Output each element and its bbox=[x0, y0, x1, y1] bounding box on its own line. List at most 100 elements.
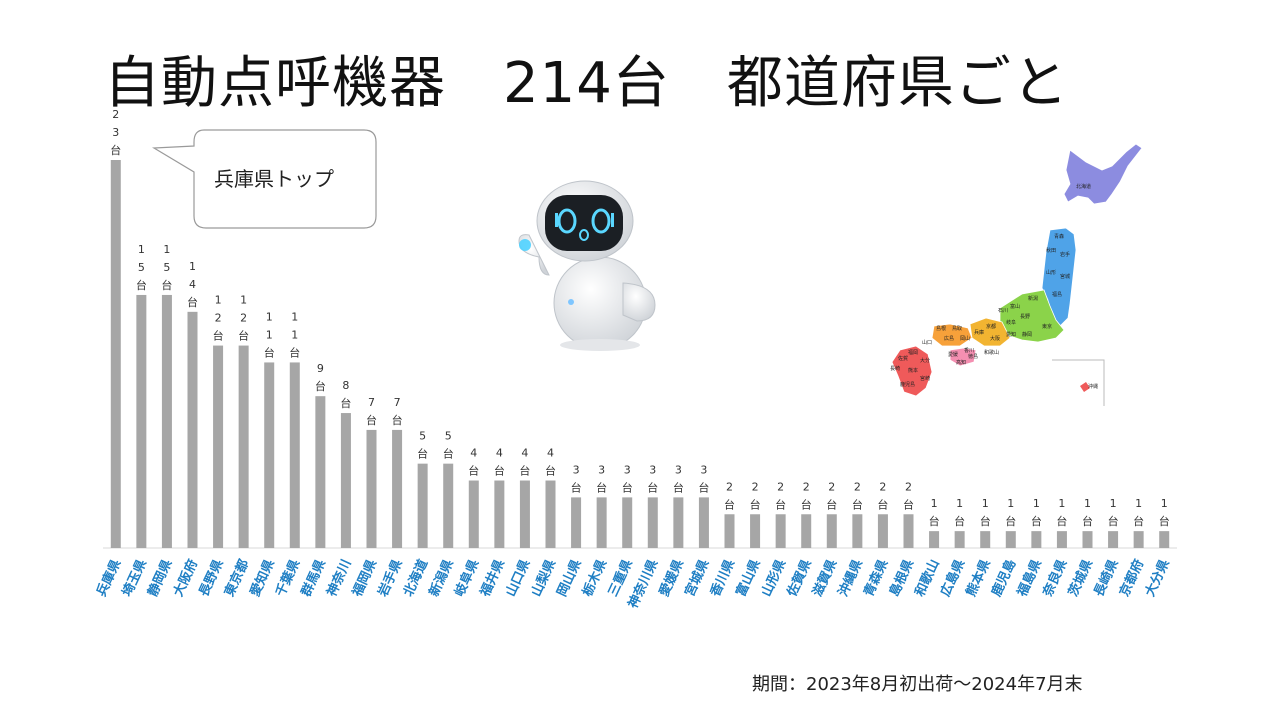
bar bbox=[1005, 531, 1016, 548]
bar bbox=[954, 531, 965, 548]
speech-bubble bbox=[152, 129, 377, 229]
bar bbox=[392, 429, 403, 548]
map-label-gifu: 岐阜 bbox=[1006, 319, 1016, 326]
map-label-shizuoka: 静岡 bbox=[1022, 331, 1032, 338]
bar bbox=[161, 294, 172, 548]
map-label-tokyo: 東京 bbox=[1042, 323, 1052, 330]
bar bbox=[340, 413, 351, 548]
bar bbox=[1133, 531, 1144, 548]
bar bbox=[622, 497, 633, 548]
bar bbox=[1108, 531, 1119, 548]
map-label-niigata: 新潟 bbox=[1028, 295, 1038, 302]
bar bbox=[136, 294, 147, 548]
bar bbox=[775, 514, 786, 548]
bar bbox=[852, 514, 863, 548]
bar bbox=[647, 497, 658, 548]
bar bbox=[443, 463, 454, 548]
bar bbox=[1031, 531, 1042, 548]
map-label-hyogo: 兵庫 bbox=[974, 329, 984, 336]
map-label-ehime: 愛媛 bbox=[948, 351, 958, 358]
callout-text: 兵庫県トップ bbox=[214, 167, 334, 191]
map-label-tokushima: 徳島 bbox=[968, 353, 978, 360]
map-label-aichi: 愛知 bbox=[1006, 331, 1016, 338]
map-label-wakayama: 和歌山 bbox=[984, 349, 999, 356]
map-label-kagoshima: 鹿児島 bbox=[900, 381, 915, 388]
bar bbox=[877, 514, 888, 548]
map-label-okinawa: 沖縄 bbox=[1088, 383, 1098, 390]
bar bbox=[545, 480, 556, 548]
bar bbox=[673, 497, 684, 548]
page-title: 自動点呼機器 214台 都道府県ごと bbox=[104, 51, 1069, 116]
map-label-fukuoka: 福岡 bbox=[908, 349, 918, 356]
bar bbox=[366, 429, 377, 548]
map-label-nagano: 長野 bbox=[1020, 313, 1030, 320]
bar bbox=[1159, 531, 1170, 548]
bar bbox=[1056, 531, 1067, 548]
bar bbox=[238, 345, 249, 548]
bar bbox=[494, 480, 505, 548]
map-label-hiroshima: 広島 bbox=[944, 335, 954, 342]
bar bbox=[929, 531, 940, 548]
category-label: 大分県 bbox=[1142, 557, 1173, 599]
japan-map: 北海道 青森 岩手 秋田 宮城 山形 福島 新潟 長野 石川 富山 東京 愛知 … bbox=[890, 143, 1143, 406]
bar bbox=[110, 160, 121, 548]
map-label-osaka: 大阪 bbox=[990, 335, 1000, 342]
bar bbox=[903, 514, 914, 548]
map-label-tottori: 鳥取 bbox=[952, 325, 962, 332]
map-label-hokkaido: 北海道 bbox=[1076, 183, 1091, 190]
map-label-iwate: 岩手 bbox=[1060, 251, 1070, 258]
bar bbox=[519, 480, 530, 548]
bar bbox=[826, 514, 837, 548]
map-label-aomori: 青森 bbox=[1054, 233, 1064, 240]
map-label-akita: 秋田 bbox=[1046, 247, 1056, 254]
map-label-kagawa: 香川 bbox=[964, 347, 974, 354]
map-label-ishikawa: 石川 bbox=[998, 308, 1008, 314]
period-note: 期間：2023年8月初出荷～2024年7月末 bbox=[752, 674, 1083, 695]
map-label-oita: 大分 bbox=[920, 357, 930, 364]
map-label-miyazaki: 宮崎 bbox=[920, 375, 930, 382]
bar bbox=[724, 514, 735, 548]
bar bbox=[187, 311, 198, 548]
map-label-kumamoto: 熊本 bbox=[908, 367, 918, 374]
bar bbox=[980, 531, 991, 548]
map-label-nagasaki: 長崎 bbox=[890, 365, 900, 372]
bar bbox=[468, 480, 479, 548]
map-label-okayama: 岡山 bbox=[960, 335, 970, 342]
robot-illustration bbox=[518, 180, 656, 351]
bar bbox=[698, 497, 709, 548]
bar bbox=[289, 362, 300, 548]
